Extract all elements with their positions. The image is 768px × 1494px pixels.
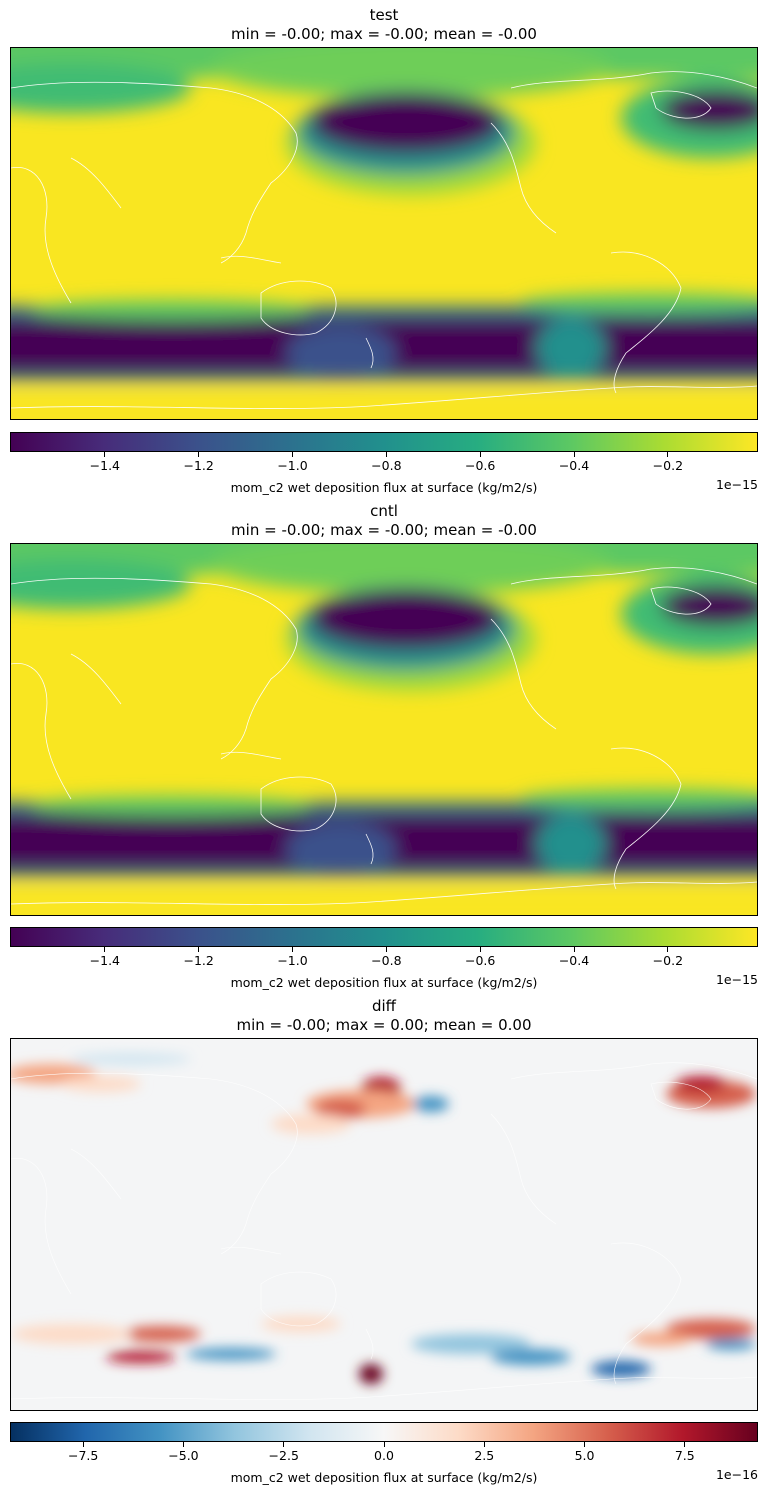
colorbar-tick-label: −0.2: [652, 953, 684, 968]
colorbar-tick: [479, 452, 481, 457]
colorbar-tick: [104, 947, 106, 952]
colorbar-tick: [182, 1442, 184, 1447]
colorbar-tick-label: −1.0: [277, 953, 308, 968]
colorbar-tick: [667, 947, 669, 952]
colorbar-tick-label: −1.4: [89, 953, 121, 968]
colorbar-gradient: [11, 1423, 757, 1441]
colorbar-tick-label: 7.5: [674, 1448, 695, 1463]
colorbar-gradient: [11, 433, 757, 451]
colorbar-tick-label: −0.8: [371, 953, 402, 968]
field-plot: [11, 1039, 757, 1410]
coastlines: [11, 567, 757, 905]
colorbar-tick: [573, 947, 575, 952]
colorbar-tick-label: 2.5: [474, 1448, 495, 1463]
colorbar-tick: [385, 947, 387, 952]
colorbar-tick-label: −2.5: [268, 1448, 299, 1463]
colorbar-tick: [479, 947, 481, 952]
colorbar-tick-label: −0.2: [652, 458, 684, 473]
colorbar-tick: [667, 452, 669, 457]
field-plot: [11, 48, 757, 419]
colorbar-tick-label: 5.0: [574, 1448, 595, 1463]
colorbar: [10, 432, 758, 452]
panel-stats: min = -0.00; max = -0.00; mean = -0.00: [231, 521, 537, 539]
coastlines: [11, 1062, 757, 1400]
colorbar-tick: [198, 947, 200, 952]
colorbar-tick: [292, 452, 293, 457]
map-cntl: [10, 543, 758, 916]
colorbar-tick-label: −0.4: [558, 458, 590, 473]
colorbar-tick: [573, 452, 575, 457]
colorbar-gradient: [11, 928, 757, 946]
colorbar-tick: [584, 1442, 586, 1447]
colorbar-multiplier: 1e−16: [715, 1467, 758, 1482]
colorbar-tick: [383, 1442, 385, 1447]
map-diff: [10, 1038, 758, 1411]
colorbar-multiplier: 1e−15: [715, 972, 758, 987]
colorbar-tick: [483, 1442, 485, 1447]
colorbar-tick-label: −1.2: [183, 953, 214, 968]
colorbar-tick-label: −0.6: [464, 458, 496, 473]
colorbar-tick: [385, 452, 387, 457]
colorbar-tick-label: −1.0: [277, 458, 308, 473]
colorbar-tick: [104, 452, 106, 457]
colorbar-tick-label: −7.5: [68, 1448, 99, 1463]
panel-title: cntl: [370, 502, 398, 520]
panel-stats: min = -0.00; max = 0.00; mean = 0.00: [236, 1016, 532, 1034]
colorbar-tick-label: −5.0: [168, 1448, 199, 1463]
colorbar-multiplier: 1e−15: [715, 477, 758, 492]
colorbar-tick: [283, 1442, 285, 1447]
field-plot: [11, 544, 757, 915]
colorbar-label: mom_c2 wet deposition flux at surface (k…: [230, 975, 538, 990]
colorbar-tick: [82, 1442, 84, 1447]
colorbar-tick: [684, 1442, 686, 1447]
colorbar-tick-label: −0.8: [371, 458, 402, 473]
panel-title: diff: [371, 997, 397, 1015]
coastlines: [11, 71, 757, 409]
colorbar-tick-label: −0.6: [464, 953, 496, 968]
panel-stats: min = -0.00; max = -0.00; mean = -0.00: [231, 25, 537, 43]
colorbar-tick: [292, 947, 293, 952]
colorbar: [10, 1422, 758, 1442]
colorbar-tick: [198, 452, 200, 457]
colorbar-tick-label: −1.4: [89, 458, 121, 473]
colorbar-tick-label: −1.2: [183, 458, 214, 473]
colorbar-tick-label: 0.0: [374, 1448, 394, 1463]
panel-title: test: [369, 6, 399, 24]
colorbar-label: mom_c2 wet deposition flux at surface (k…: [230, 1470, 538, 1485]
colorbar-tick-label: −0.4: [558, 953, 590, 968]
map-test: [10, 47, 758, 420]
colorbar-label: mom_c2 wet deposition flux at surface (k…: [230, 480, 538, 495]
colorbar: [10, 927, 758, 947]
